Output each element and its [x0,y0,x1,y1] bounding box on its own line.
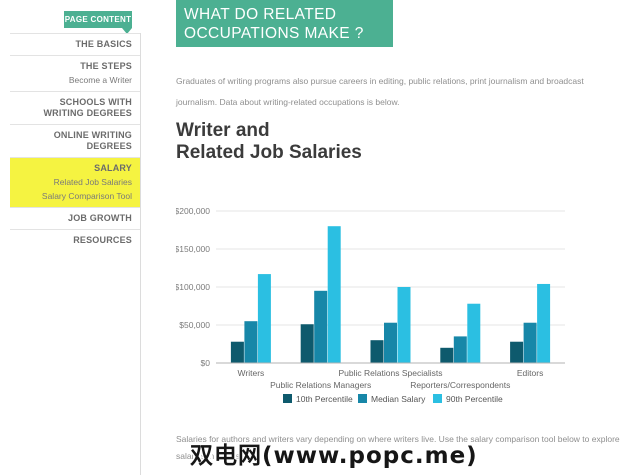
bar-10th-percentile[interactable] [440,347,454,363]
bar-median-salary[interactable] [523,322,537,363]
legend-swatch[interactable] [358,394,367,403]
sidebar-item-label: THE BASICS [75,39,132,49]
legend-label[interactable]: 90th Percentile [446,394,503,404]
sidebar-item-label: RESOURCES [73,235,132,245]
sidebar-item-resources[interactable]: RESOURCES [10,229,140,251]
x-axis-category-label: Writers [238,368,265,378]
sidebar-item-label: THE STEPS [80,61,132,71]
sidebar-item-schools-with-writing-degrees[interactable]: SCHOOLS WITH WRITING DEGREES [10,91,140,124]
bar-90th-percentile[interactable] [467,303,481,363]
y-axis-tick-label: $100,000 [176,282,210,292]
bar-median-salary[interactable] [453,336,467,363]
bar-90th-percentile[interactable] [397,287,411,363]
salary-chart-svg: $0 $50,000 $100,000 $150,000 $200,000 Writers… [176,206,565,404]
x-axis-category-label: Reporters/Correspondents [410,380,510,390]
footer-line2: salaries in your state. [176,451,257,461]
page-header-banner: WHAT DO RELATED OCCUPATIONS MAKE ? [176,0,393,47]
x-axis-category-label: Public Relations Specialists [339,368,443,378]
sidebar-item-the-basics[interactable]: THE BASICS [10,33,140,55]
x-axis-category-label: Public Relations Managers [270,380,371,390]
footer-paragraph: Salaries for authors and writers vary de… [176,431,628,465]
sidebar-item-label: SALARY [94,163,132,173]
salary-bar-chart: $0 $50,000 $100,000 $150,000 $200,000 Writers… [176,200,576,412]
sidebar-item-job-growth[interactable]: JOB GROWTH [10,207,140,229]
sidebar-item-salary[interactable]: SALARY Related Job Salaries Salary Compa… [10,157,140,207]
legend-swatch[interactable] [283,394,292,403]
sidebar-item-label: ONLINE WRITING DEGREES [53,130,132,151]
bar-10th-percentile[interactable] [370,340,384,363]
page-title-line1: WHAT DO RELATED [184,6,337,23]
y-axis-tick-label: $0 [201,358,211,368]
section-title: Writer and Related Job Salaries [176,120,362,164]
bar-median-salary[interactable] [314,290,328,363]
sidebar-divider-line [140,33,141,475]
sidebar-nav: THE BASICS THE STEPS Become a Writer SCH… [10,33,140,251]
bar-90th-percentile[interactable] [537,283,551,363]
bar-10th-percentile[interactable] [230,341,244,363]
section-title-line1: Writer and [176,120,270,141]
sidebar-item-the-steps[interactable]: THE STEPS Become a Writer [10,55,140,91]
page-content-button[interactable]: PAGE CONTENT [64,11,132,28]
legend-swatch[interactable] [433,394,442,403]
bar-10th-percentile[interactable] [510,341,524,363]
sidebar-item-online-writing-degrees[interactable]: ONLINE WRITING DEGREES [10,124,140,157]
bar-90th-percentile[interactable] [327,226,341,363]
y-axis-tick-label: $50,000 [179,320,210,330]
bar-10th-percentile[interactable] [300,324,314,363]
section-title-line2: Related Job Salaries [176,142,362,163]
page-content-button-tail-icon [122,28,132,34]
sidebar-item-label: JOB GROWTH [68,213,132,223]
watermark: 双电网(www.popc.me) [190,443,478,469]
footer-line1: Salaries for authors and writers vary de… [176,434,620,444]
sidebar-subitem-become-a-writer[interactable]: Become a Writer [68,75,132,85]
sidebar-subitem-related-job-salaries[interactable]: Related Job Salaries [53,177,132,187]
sidebar-subitem-salary-comparison-tool[interactable]: Salary Comparison Tool [41,191,132,201]
x-axis-category-label: Editors [517,368,543,378]
bar-median-salary[interactable] [384,322,397,363]
page-title-line2: OCCUPATIONS MAKE ? [184,25,364,42]
sidebar-item-label: SCHOOLS WITH WRITING DEGREES [43,97,132,118]
legend-label[interactable]: Median Salary [371,394,426,404]
legend-label[interactable]: 10th Percentile [296,394,353,404]
bar-median-salary[interactable] [244,321,258,363]
y-axis-tick-label: $200,000 [176,206,210,216]
intro-paragraph: Graduates of writing programs also pursu… [176,76,584,107]
y-axis-tick-label: $150,000 [176,244,210,254]
bar-90th-percentile[interactable] [257,274,271,363]
